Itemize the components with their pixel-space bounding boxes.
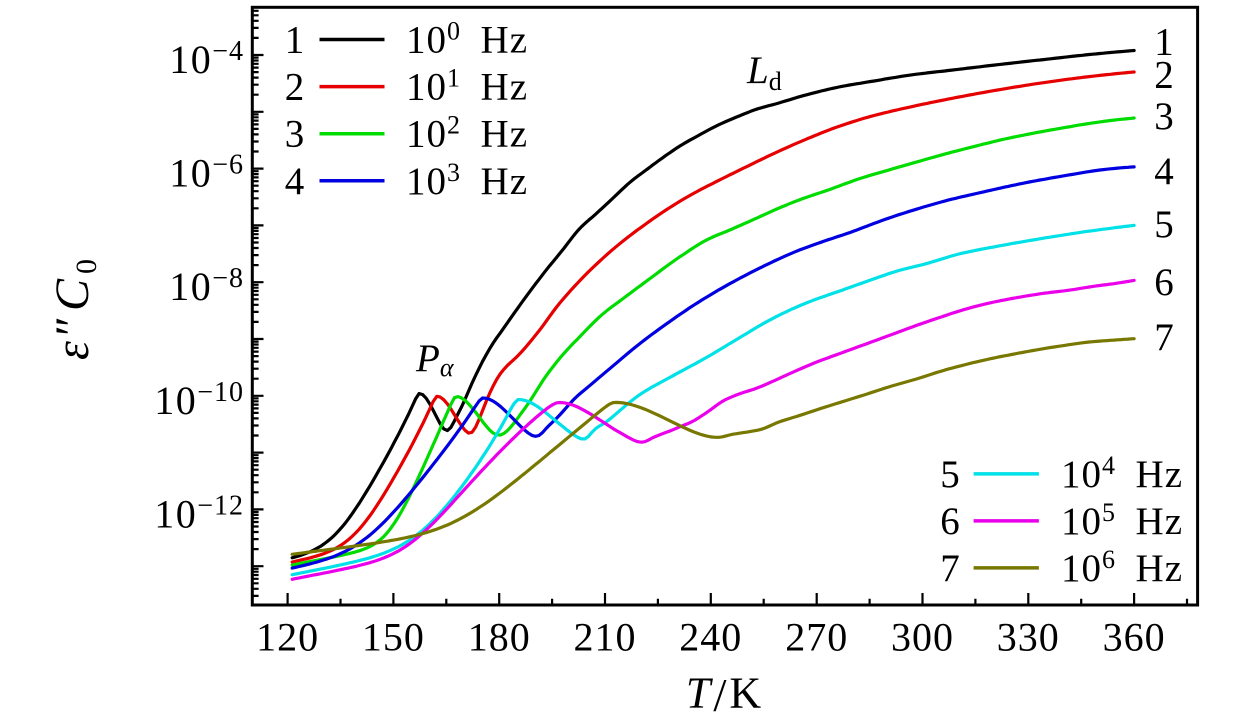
svg-text:1: 1 — [1154, 20, 1174, 63]
svg-text:3: 3 — [1154, 95, 1174, 138]
svg-text:360: 360 — [1103, 615, 1166, 660]
svg-text:7: 7 — [940, 547, 960, 590]
svg-text:1: 1 — [285, 19, 305, 62]
svg-text:5: 5 — [940, 453, 960, 496]
svg-text:150: 150 — [362, 615, 425, 660]
svg-text:100 Hz: 100 Hz — [406, 17, 528, 62]
svg-text:104 Hz: 104 Hz — [1061, 451, 1183, 496]
svg-text:101 Hz: 101 Hz — [406, 64, 528, 109]
svg-text:102 Hz: 102 Hz — [406, 111, 528, 156]
svg-text:7: 7 — [1154, 316, 1174, 359]
svg-text:180: 180 — [468, 615, 531, 660]
svg-text:240: 240 — [679, 615, 742, 660]
svg-text:106 Hz: 106 Hz — [1061, 545, 1183, 590]
svg-text:330: 330 — [997, 615, 1060, 660]
svg-text:120: 120 — [256, 615, 319, 660]
svg-text:4: 4 — [285, 160, 305, 203]
svg-text:6: 6 — [940, 500, 960, 543]
svg-text:T/K: T/K — [686, 669, 764, 722]
svg-text:4: 4 — [1154, 150, 1174, 193]
svg-text:3: 3 — [285, 113, 305, 156]
svg-text:2: 2 — [285, 66, 305, 109]
svg-text:ε″C0: ε″C0 — [46, 254, 103, 360]
svg-text:105 Hz: 105 Hz — [1061, 498, 1183, 543]
svg-text:6: 6 — [1154, 261, 1174, 304]
svg-text:210: 210 — [574, 615, 637, 660]
svg-text:10−8: 10−8 — [169, 263, 244, 309]
svg-text:2: 2 — [1154, 54, 1174, 97]
svg-text:103 Hz: 103 Hz — [406, 158, 528, 203]
svg-text:270: 270 — [785, 615, 848, 660]
svg-text:300: 300 — [891, 615, 954, 660]
svg-text:5: 5 — [1154, 203, 1174, 246]
svg-text:10−4: 10−4 — [169, 36, 244, 82]
